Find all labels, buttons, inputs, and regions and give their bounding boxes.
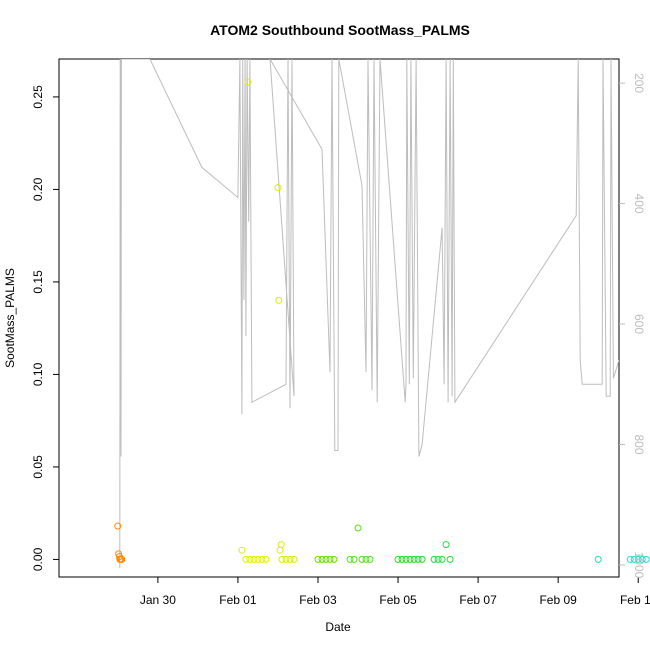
y2-tick-label: 200 (632, 73, 646, 93)
y2-tick-label: 800 (632, 434, 646, 454)
x-tick-label: Feb 01 (219, 593, 257, 607)
data-point (414, 555, 422, 563)
data-point (410, 555, 418, 563)
data-point (330, 555, 338, 563)
series-8 (626, 555, 650, 563)
series-5 (394, 555, 426, 563)
y-tick-label: 0.15 (31, 270, 45, 294)
data-point (274, 184, 282, 192)
x-tick-label: Feb 09 (539, 593, 577, 607)
data-point (430, 555, 438, 563)
y-axis: 0.00 0.05 0.10 0.15 0.20 0.25 (31, 85, 59, 571)
y-tick-label: 0.25 (31, 85, 45, 109)
data-point (290, 555, 298, 563)
y-tick-label: 0.05 (31, 455, 45, 479)
data-point (244, 78, 252, 86)
data-point (238, 546, 246, 554)
data-point (278, 555, 286, 563)
data-point (406, 555, 414, 563)
data-point (402, 555, 410, 563)
y-axis-label: SootMass_PALMS (3, 268, 17, 368)
data-points (114, 78, 650, 563)
y-tick-label: 0.00 (31, 547, 45, 571)
data-point (314, 555, 322, 563)
data-point (262, 555, 270, 563)
pressure-profile (119, 59, 619, 569)
data-point (362, 555, 370, 563)
x-tick-label: Feb 03 (299, 593, 337, 607)
data-point (446, 555, 454, 563)
data-point (326, 555, 334, 563)
data-point (394, 555, 402, 563)
data-point (630, 555, 638, 563)
data-point (118, 555, 126, 563)
series-4 (346, 524, 374, 563)
data-point (246, 555, 254, 563)
data-point (398, 555, 406, 563)
secondary-y-axis: 200 400 600 800 1000 (619, 73, 646, 579)
x-axis: Jan 30 Feb 01 Feb 03 Feb 05 Feb 07 Feb 09 Feb … (140, 577, 650, 607)
y-tick-label: 0.10 (31, 362, 45, 386)
pressure-profile-line (119, 59, 619, 569)
data-point (418, 555, 426, 563)
data-point (254, 555, 262, 563)
data-point (318, 555, 326, 563)
x-tick-label: Feb 07 (459, 593, 497, 607)
y2-tick-label: 1000 (632, 552, 646, 579)
data-point (366, 555, 374, 563)
data-point (276, 546, 284, 554)
y-tick-label: 0.20 (31, 177, 45, 201)
series-1 (238, 78, 270, 563)
data-point (282, 555, 290, 563)
series-7 (594, 555, 602, 563)
series-3 (314, 555, 338, 563)
y2-tick-label: 600 (632, 314, 646, 334)
data-point (626, 555, 634, 563)
data-point (634, 555, 642, 563)
data-point (434, 555, 442, 563)
data-point (594, 555, 602, 563)
data-point (275, 296, 283, 304)
data-point (354, 524, 362, 532)
x-axis-label: Date (325, 620, 351, 634)
x-tick-label: Jan 30 (140, 593, 176, 607)
data-point (242, 555, 250, 563)
series-6 (430, 541, 454, 563)
x-tick-label: Feb 11 (620, 593, 650, 607)
data-point (358, 555, 366, 563)
data-point (346, 555, 354, 563)
chart-title: ATOM2 Southbound SootMass_PALMS (210, 22, 470, 38)
x-tick-label: Feb 05 (379, 593, 417, 607)
data-point (258, 555, 266, 563)
data-point (350, 555, 358, 563)
y2-tick-label: 400 (632, 194, 646, 214)
series-0 (114, 522, 126, 563)
data-point (438, 555, 446, 563)
data-point (638, 555, 646, 563)
data-point (642, 555, 650, 563)
data-point (250, 555, 258, 563)
data-point (442, 541, 450, 549)
data-point (277, 541, 285, 549)
data-point (286, 555, 294, 563)
data-point (114, 522, 122, 530)
series-2 (274, 184, 298, 563)
data-point (322, 555, 330, 563)
